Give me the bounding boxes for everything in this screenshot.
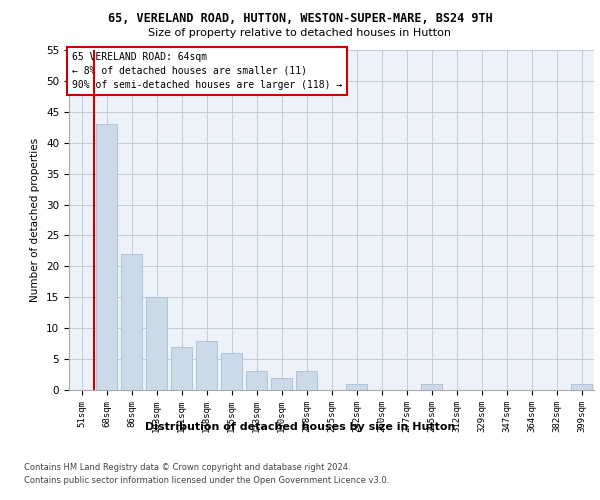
Text: 65 VERELAND ROAD: 64sqm
← 8% of detached houses are smaller (11)
90% of semi-det: 65 VERELAND ROAD: 64sqm ← 8% of detached… xyxy=(71,52,342,90)
Bar xyxy=(121,254,142,390)
Bar xyxy=(246,372,267,390)
Bar xyxy=(171,346,192,390)
Text: Contains HM Land Registry data © Crown copyright and database right 2024.: Contains HM Land Registry data © Crown c… xyxy=(24,462,350,471)
Bar xyxy=(96,124,117,390)
Y-axis label: Number of detached properties: Number of detached properties xyxy=(31,138,40,302)
Bar xyxy=(296,372,317,390)
Bar xyxy=(346,384,367,390)
Text: 65, VERELAND ROAD, HUTTON, WESTON-SUPER-MARE, BS24 9TH: 65, VERELAND ROAD, HUTTON, WESTON-SUPER-… xyxy=(107,12,493,26)
Text: Size of property relative to detached houses in Hutton: Size of property relative to detached ho… xyxy=(149,28,452,38)
Text: Distribution of detached houses by size in Hutton: Distribution of detached houses by size … xyxy=(145,422,455,432)
Bar xyxy=(221,353,242,390)
Bar xyxy=(421,384,442,390)
Text: Contains public sector information licensed under the Open Government Licence v3: Contains public sector information licen… xyxy=(24,476,389,485)
Bar xyxy=(146,298,167,390)
Bar xyxy=(571,384,592,390)
Bar xyxy=(196,340,217,390)
Bar xyxy=(271,378,292,390)
